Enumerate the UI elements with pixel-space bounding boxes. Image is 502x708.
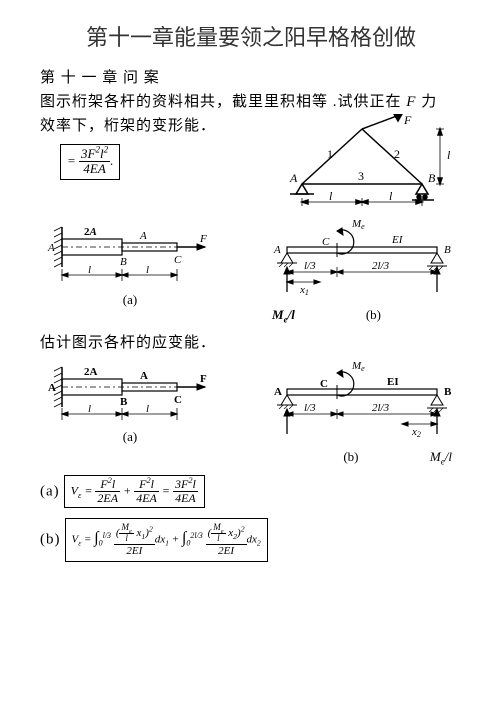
rod-a2-F: F: [200, 373, 207, 385]
p1-line2: 效率下，桁架的变形能．: [40, 114, 272, 138]
label-a1: (a): [40, 292, 220, 308]
formula-1-suffix: .: [110, 153, 113, 168]
truss-l2: l: [389, 189, 393, 203]
rod-a2-2A: 2A: [84, 366, 98, 378]
rod-a2-C: C: [174, 394, 182, 406]
beam-b2-Me: Me: [351, 360, 365, 373]
truss-F-label: F: [403, 114, 412, 127]
rod-a2-l1: l: [88, 403, 91, 415]
rod-a2-l2: l: [146, 403, 149, 415]
beam-b2-B: B: [444, 386, 452, 398]
beam-b1-x1: x1: [299, 284, 309, 297]
formula-a-box: Vε = F2l2EA + F2l4EA = 3F2l4EA: [64, 475, 205, 508]
beam-b1-C: C: [322, 236, 330, 248]
rod-a1-l2: l: [146, 264, 149, 276]
label-a2: (a): [40, 429, 220, 445]
beam-b1-B: B: [444, 244, 451, 256]
p1-text-b: 力: [416, 94, 437, 110]
formula-1-frac: 3F2l2 4EA: [79, 147, 110, 177]
paragraph-1: 图示桁架各杆的资料相共，截里里积相等 .试供正在 F 力: [40, 90, 462, 114]
p1-F: F: [406, 94, 416, 110]
p1-text-a: 图示桁架各杆的资料相共，截里里积相等 .试供正在: [40, 94, 406, 110]
rod-a1-l1: l: [88, 264, 91, 276]
rod-a1-Aleft: A: [47, 242, 55, 254]
paragraph-2: 估计图示各杆的应变能．: [40, 331, 462, 355]
beam-b2-C: C: [320, 378, 328, 390]
rod-a1-F: F: [199, 233, 207, 245]
formula-a-prefix: (a): [40, 483, 60, 499]
label-b1: (b): [366, 307, 381, 323]
beam-b2-x2: x2: [411, 426, 421, 439]
beam-b2-A: A: [274, 386, 282, 398]
truss-h: l: [447, 148, 451, 162]
beam-b2-Mel: Me/l: [430, 449, 452, 465]
truss-figure: F A B 1 2 3 l l l: [272, 114, 462, 209]
rod-a1-C: C: [174, 254, 182, 266]
formula-1-num: 3F2l2: [79, 147, 110, 162]
formula-1-box: = 3F2l2 4EA .: [60, 144, 120, 180]
truss-bar2: 2: [394, 147, 400, 161]
rod-a1-B: B: [120, 256, 127, 268]
rod-a1-Amid: A: [139, 230, 147, 242]
formula-b-prefix: (b): [40, 532, 61, 548]
formula-1-den: 4EA: [79, 162, 110, 176]
rod-a2-figure: A 2A A B C F l l: [40, 359, 220, 429]
rod-a2-Aleft: A: [48, 382, 56, 394]
truss-A-label: A: [289, 171, 298, 185]
beam-b1-EI: EI: [391, 234, 404, 246]
beam-b1-A: A: [273, 244, 281, 256]
beam-b2-2l3: 2l/3: [372, 402, 390, 414]
formula-1-eq: =: [67, 153, 76, 168]
beam-b2-EI: EI: [387, 376, 399, 388]
truss-l1: l: [329, 189, 333, 203]
rod-a2-Amid: A: [140, 370, 148, 382]
beam-b2-l3: l/3: [304, 402, 316, 414]
formula-b-box: Vε = ∫0l/3 (Mel x1)2 2EI dx1 + ∫02l/3 (M…: [65, 518, 268, 562]
beam-b2-figure: Me A C EI B l/3 2l/3 x2: [262, 359, 462, 449]
rod-a1-2A: 2A: [84, 226, 97, 238]
chapter-heading: 第 十 一 章 问 案: [40, 66, 462, 90]
beam-b1-2l3: 2l/3: [372, 260, 390, 272]
truss-bar1: 1: [327, 147, 333, 161]
rod-a2-B: B: [120, 396, 128, 408]
label-b2: (b): [343, 449, 358, 465]
rod-a1-figure: A 2A A B C F l l: [40, 217, 220, 292]
truss-bar3: 3: [358, 169, 364, 183]
beam-b1-Mel: Me/l: [272, 307, 295, 323]
page-title: 第十一章能量要领之阳早格格创做: [40, 20, 462, 52]
truss-B-label: B: [428, 171, 436, 185]
beam-b1-Me: Me: [351, 218, 365, 231]
beam-b1-l3: l/3: [304, 260, 316, 272]
beam-b1-figure: Me A C EI B l/3 2l/3 x1: [262, 217, 462, 307]
